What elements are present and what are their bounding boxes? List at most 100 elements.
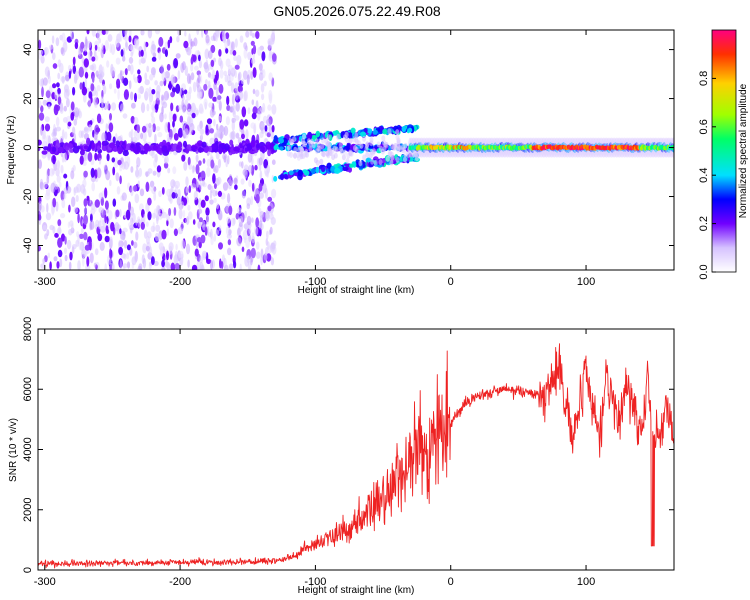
spectrogram-cell <box>255 217 260 228</box>
spectrogram-cell <box>204 195 209 202</box>
spectrogram-cell <box>376 141 381 148</box>
spectrogram-cell <box>83 145 89 150</box>
spectrogram-cell <box>89 220 95 230</box>
spectrogram-cell <box>71 196 76 208</box>
colorbar-tick-label: 0.4 <box>698 168 710 183</box>
spectrogram-cell <box>55 126 62 132</box>
spectrogram-cell <box>320 137 325 144</box>
spectrogram-cell <box>264 125 268 132</box>
spectrogram-cell <box>203 98 208 108</box>
spectrogram-cell <box>47 103 51 110</box>
spectrogram-cell <box>68 228 73 236</box>
spectrogram-cell <box>122 263 128 269</box>
spectrogram-cell <box>53 256 58 262</box>
spectrogram-cell <box>262 183 267 194</box>
spectrogram-cell <box>104 200 109 210</box>
spectrogram-cell <box>42 77 48 86</box>
spectrogram-cell <box>157 131 163 138</box>
spectrogram-cell <box>44 116 50 123</box>
spectrogram-cell <box>295 152 300 159</box>
spectrogram-cell <box>293 146 298 153</box>
spectrogram-cell <box>350 127 356 134</box>
spectrogram-cell <box>373 159 378 166</box>
spectrogram-cell <box>109 236 113 246</box>
spectrogram-cell <box>196 30 200 36</box>
spectrogram-cell <box>56 82 60 88</box>
spectrogram-cell <box>320 150 325 157</box>
spectrogram-cell <box>197 124 202 132</box>
spectrogram-cell <box>195 50 200 57</box>
spectrogram-cell <box>123 89 129 100</box>
spectrogram-cell <box>90 83 95 92</box>
spectrogram-cell <box>72 56 76 66</box>
spectrogram-cell <box>151 116 156 124</box>
spectrogram-cell <box>94 248 99 256</box>
spectrogram-cell <box>106 131 112 142</box>
spectrogram-cell <box>63 192 67 200</box>
spectrogram-cell <box>98 192 104 200</box>
spectrogram-cell <box>242 70 248 80</box>
spectrogram-cell <box>185 243 191 255</box>
spectrogram-cell <box>173 228 178 237</box>
spectrogram-cell <box>58 146 64 153</box>
spectrogram-cell <box>156 84 161 95</box>
spectrogram-cell <box>210 59 215 67</box>
spectrogram-cell <box>255 241 260 250</box>
spectrogram-cell <box>153 158 158 168</box>
spectrogram-cell <box>153 45 157 53</box>
spectrogram-cell <box>172 120 175 128</box>
spectrogram-cell <box>67 64 72 72</box>
spectrogram-cell <box>252 88 256 95</box>
spectrogram-cell <box>159 80 164 87</box>
spectrogram-cell <box>349 150 354 157</box>
spectrogram-cell <box>56 159 61 171</box>
snr-y-tick-label: 4000 <box>22 437 34 461</box>
spectrogram-cell <box>243 119 249 127</box>
spectrogram-cell <box>119 228 122 235</box>
spectrogram-cell <box>241 246 245 253</box>
spectrogram-cell <box>243 42 248 50</box>
spectrogram-cell <box>152 145 159 151</box>
spectrogram-cell <box>188 164 193 170</box>
spectrogram-cell <box>54 90 59 100</box>
spectrogram-cell <box>64 247 67 254</box>
spectrogram-cell <box>64 39 67 45</box>
spectrogram-cell <box>238 161 242 167</box>
spectrogram-cell <box>236 237 242 247</box>
spectrogram-cell <box>125 41 129 51</box>
spectrogram-cell <box>123 30 128 37</box>
spectrogram-cell <box>152 170 157 176</box>
spectrogram-cell <box>268 72 273 82</box>
spectrogram-cell <box>68 70 72 79</box>
spectrogram-cell <box>139 188 145 197</box>
spectrogram-x-axis-label: Height of straight line (km) <box>298 285 415 296</box>
spectrogram-cell <box>232 104 236 115</box>
spectrogram-cell <box>212 173 216 184</box>
spectrogram-cell <box>175 53 181 59</box>
spectrogram-cell <box>109 113 112 121</box>
spectrogram-cell <box>72 86 76 96</box>
spectrogram-cell <box>177 188 181 200</box>
spectrogram-cell <box>134 77 139 83</box>
spectrogram-cell <box>138 58 142 66</box>
spectrogram-cell <box>150 225 156 233</box>
spectrogram-cell <box>123 161 129 170</box>
spectrogram-cell <box>76 145 81 150</box>
spectrogram-cell <box>121 192 127 201</box>
spectrogram-cell <box>73 107 80 118</box>
spectrogram-cell <box>106 100 110 110</box>
spectrogram-cell <box>126 261 131 269</box>
spectrogram-cell <box>180 239 186 250</box>
spectrogram-cell <box>240 178 245 185</box>
spectrogram-cell <box>161 71 167 82</box>
spectrogram-cell <box>137 218 141 228</box>
spectrogram-cell <box>161 145 168 153</box>
spectrogram-cell <box>183 89 188 95</box>
spectrogram-cell <box>232 50 237 56</box>
spectrogram-cell <box>120 235 126 241</box>
spectrogram-cell <box>194 248 199 257</box>
spectrogram-cell <box>73 119 78 126</box>
spectrogram-cell <box>273 175 278 182</box>
spectrogram-cell <box>114 222 120 232</box>
spectrogram-cell <box>206 118 213 125</box>
